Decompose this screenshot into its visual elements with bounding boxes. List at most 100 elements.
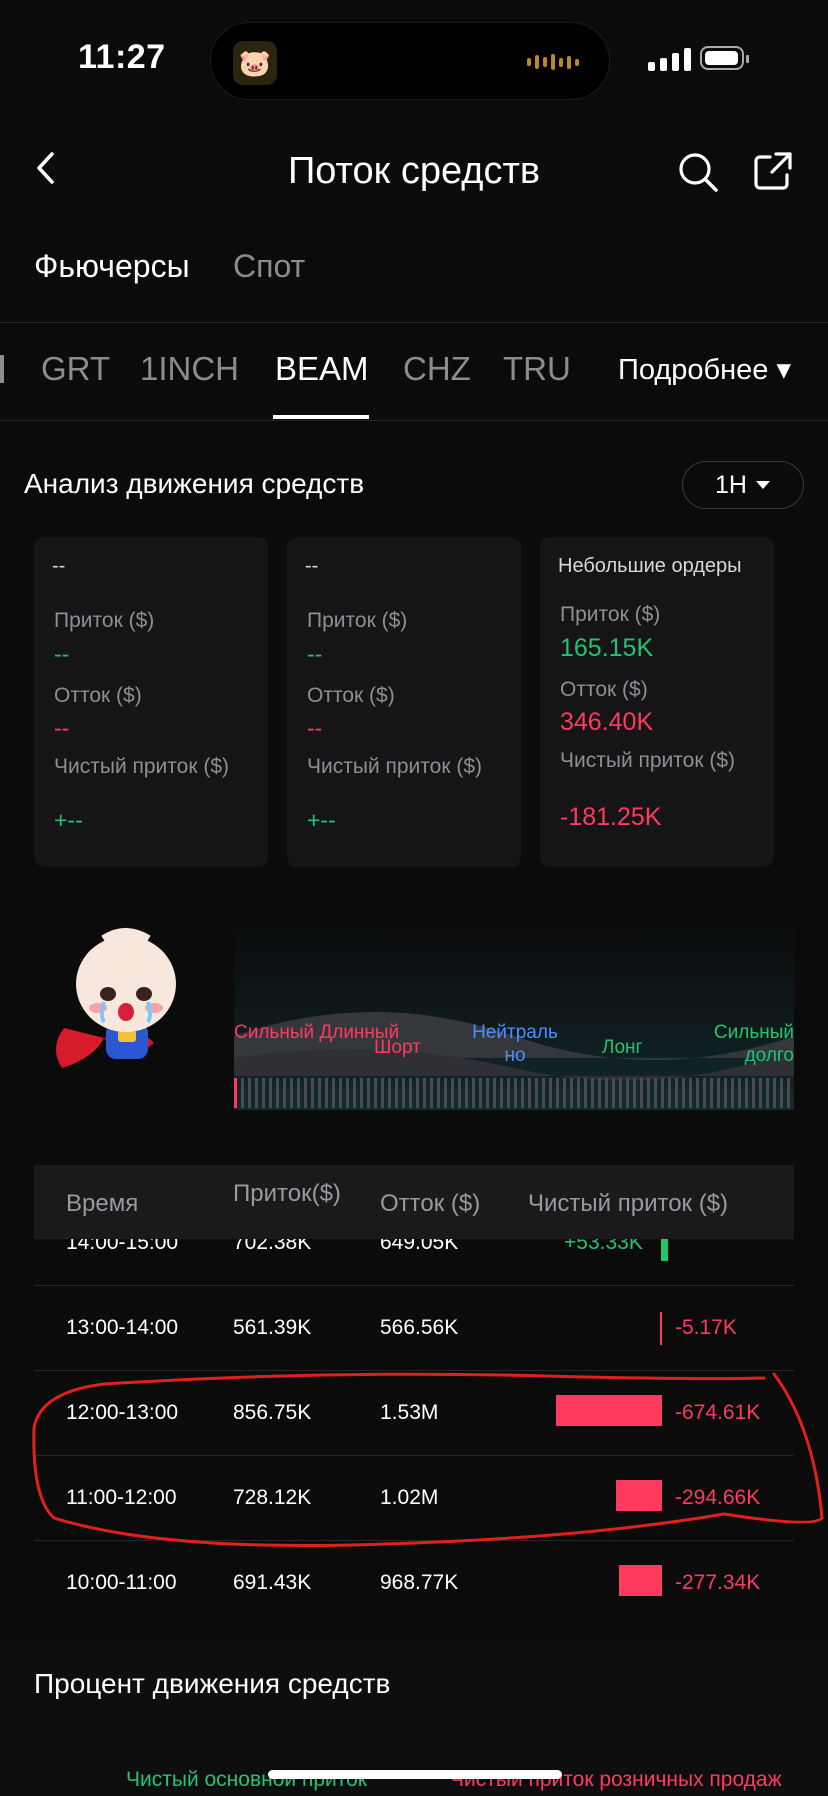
- net-bar: [616, 1480, 662, 1511]
- sentiment-tick: [241, 1078, 244, 1108]
- sentiment-tick: [717, 1078, 720, 1108]
- flow-card-small: Небольшие ордеры Приток ($) 165.15K Отто…: [540, 537, 774, 867]
- sentiment-tick: [346, 1078, 349, 1108]
- sentiment-tick: [682, 1078, 685, 1108]
- sentiment-tick: [507, 1078, 510, 1108]
- sentiment-tick: [479, 1078, 482, 1108]
- sentiment-tick: [311, 1078, 314, 1108]
- percent-title: Процент движения средств: [34, 1668, 391, 1699]
- sentiment-tick: [633, 1078, 636, 1108]
- sentiment-tick: [549, 1078, 552, 1108]
- tabs-divider: [0, 322, 828, 323]
- sentiment-tick: [500, 1078, 503, 1108]
- sentiment-tick: [262, 1078, 265, 1108]
- sentiment-tick: [542, 1078, 545, 1108]
- sentiment-tick: [584, 1078, 587, 1108]
- sentiment-tick: [731, 1078, 734, 1108]
- net-label: Чистый приток ($): [307, 755, 483, 778]
- sentiment-tick: [430, 1078, 433, 1108]
- net-bar: [619, 1565, 662, 1596]
- coin-tab-beam[interactable]: BEAM: [275, 350, 369, 387]
- sentiment-tick: [570, 1078, 573, 1108]
- label-long: Лонг: [602, 1037, 643, 1058]
- outflow-value: --: [54, 715, 70, 741]
- sentiment-tick: [493, 1078, 496, 1108]
- sentiment-tick: [276, 1078, 279, 1108]
- table-row[interactable]: 12:00-13:00 856.75K 1.53M -674.61K: [34, 1371, 794, 1455]
- outflow-value: --: [307, 715, 323, 741]
- table-row[interactable]: 14:00-15:00 702.38K 649.05K +53.33K: [34, 1239, 794, 1285]
- sentiment-tick: [528, 1078, 531, 1108]
- search-button[interactable]: [676, 150, 720, 199]
- sentiment-tick: [766, 1078, 769, 1108]
- inflow-value: --: [307, 641, 323, 667]
- period-select[interactable]: 1H: [682, 461, 804, 509]
- sentiment-tick: [318, 1078, 321, 1108]
- sentiment-tick: [353, 1078, 356, 1108]
- partial-tab-edge: [0, 355, 4, 383]
- sentiment-tick: [626, 1078, 629, 1108]
- table-row[interactable]: 11:00-12:00 728.12K 1.02M -294.66K: [34, 1456, 794, 1540]
- label-strong-long: Сильный долго: [713, 1022, 794, 1066]
- sentiment-tick: [556, 1078, 559, 1108]
- flow-card-large: -- Приток ($) -- Отток ($) -- Чистый при…: [34, 537, 268, 867]
- sentiment-tick: [696, 1078, 699, 1108]
- sentiment-tick: [423, 1078, 426, 1108]
- table-row[interactable]: 13:00-14:00 561.39K 566.56K -5.17K: [34, 1286, 794, 1370]
- coin-tab-grt[interactable]: GRT: [41, 350, 111, 387]
- sentiment-tick: [668, 1078, 671, 1108]
- sentiment-tick: [416, 1078, 419, 1108]
- sentiment-tick: [465, 1078, 468, 1108]
- card-title: Небольшие ордеры: [558, 555, 742, 577]
- sentiment-tick: [395, 1078, 398, 1108]
- net-value: +--: [54, 807, 83, 833]
- sentiment-tick: [486, 1078, 489, 1108]
- sentiment-tick: [248, 1078, 251, 1108]
- coin-tab-1inch[interactable]: 1INCH: [140, 350, 240, 387]
- share-button[interactable]: [752, 150, 794, 197]
- sentiment-tick: [367, 1078, 370, 1108]
- signal-icon: [648, 48, 691, 71]
- home-indicator: [268, 1770, 562, 1779]
- inflow-label: Приток ($): [560, 603, 661, 626]
- net-value: -181.25K: [560, 803, 662, 831]
- sentiment-tick-bar: [234, 1078, 794, 1108]
- sentiment-tick: [710, 1078, 713, 1108]
- coin-tab-tru[interactable]: TRU: [503, 350, 571, 387]
- back-button[interactable]: [30, 148, 62, 193]
- sentiment-tick: [297, 1078, 300, 1108]
- col-net: Чистый приток ($): [528, 1190, 729, 1217]
- sentiment-gauge: Сильный Длинный Шорт Нейтраль но Лонг Си…: [234, 918, 794, 1110]
- coin-tab-chz[interactable]: CHZ: [403, 350, 471, 387]
- sentiment-tick: [402, 1078, 405, 1108]
- inflow-value: --: [54, 641, 70, 667]
- share-icon: [754, 152, 792, 190]
- tab-futures[interactable]: Фьючерсы: [34, 248, 190, 284]
- caret-down-icon: [755, 481, 770, 489]
- outflow-value: 346.40K: [560, 708, 654, 736]
- sentiment-tick: [304, 1078, 307, 1108]
- sentiment-tick: [535, 1078, 538, 1108]
- card-title: --: [305, 555, 319, 577]
- sentiment-tick: [591, 1078, 594, 1108]
- analysis-title: Анализ движения средств: [24, 468, 365, 499]
- net-value: +--: [307, 807, 336, 833]
- sentiment-tick: [451, 1078, 454, 1108]
- inflow-value: 165.15K: [560, 634, 654, 662]
- annotation-circle: [32, 1372, 824, 1548]
- sentiment-tick: [745, 1078, 748, 1108]
- period-value: 1H: [715, 470, 747, 499]
- sentiment-tick: [332, 1078, 335, 1108]
- sentiment-tick: [563, 1078, 566, 1108]
- sentiment-tick: [647, 1078, 650, 1108]
- more-dropdown[interactable]: Подробнее ▾: [618, 354, 792, 386]
- table-row[interactable]: 10:00-11:00 691.43K 968.77K -277.34K: [34, 1541, 794, 1625]
- label-neutral: Нейтраль но: [472, 1022, 558, 1066]
- sentiment-tick: [360, 1078, 363, 1108]
- sentiment-tick: [724, 1078, 727, 1108]
- sentiment-tick: [325, 1078, 328, 1108]
- tab-spot[interactable]: Спот: [233, 248, 306, 284]
- sentiment-tick: [521, 1078, 524, 1108]
- mascot-image: [44, 918, 204, 1083]
- sentiment-tick: [598, 1078, 601, 1108]
